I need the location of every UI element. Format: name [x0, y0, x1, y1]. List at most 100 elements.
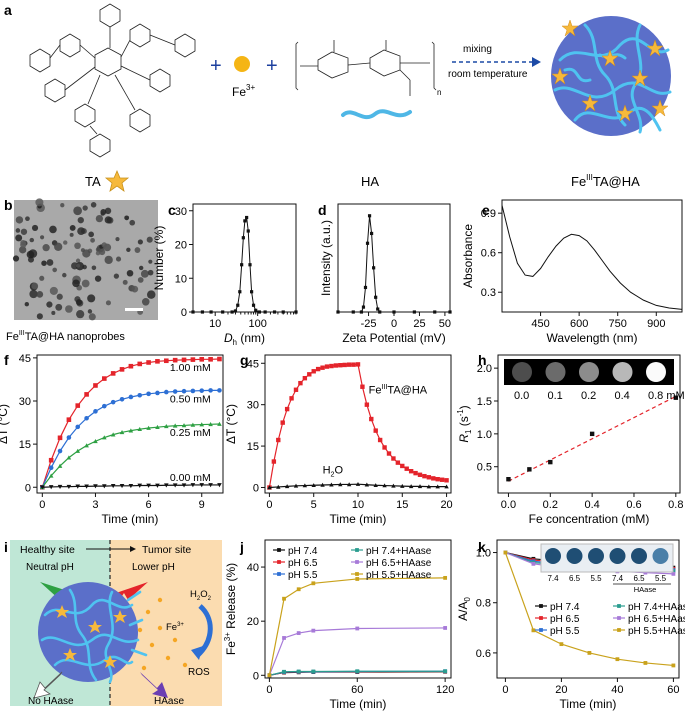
- tem-particle: [51, 310, 56, 315]
- data-point-f: [181, 357, 187, 363]
- x-tick-label-k: 40: [611, 684, 623, 696]
- nanoparticle-degrading-drawing: [38, 582, 148, 684]
- data-point-g: [271, 459, 277, 464]
- red-arrow-icon: [114, 582, 148, 608]
- y-tick-label-h: 0.5: [477, 462, 492, 474]
- x-tick-label-d: -25: [361, 318, 377, 330]
- x-tick-label-c: 10: [209, 318, 221, 330]
- tem-particle: [82, 205, 88, 211]
- data-point-g: [276, 437, 281, 443]
- data-point-g: [315, 366, 321, 372]
- data-point-f: [137, 483, 143, 488]
- ha-molecule-drawing: [295, 40, 437, 96]
- data-point-g: [426, 484, 432, 489]
- data-point-f: [199, 483, 205, 488]
- series-label-f: 1.00 mM: [170, 362, 211, 374]
- released-fe-dots: [137, 597, 188, 671]
- legend-label-k: pH 6.5+HAase: [628, 614, 685, 625]
- data-point-g: [284, 484, 290, 489]
- tem-particle: [134, 247, 141, 253]
- data-point-j: [296, 587, 301, 592]
- data-point-g: [351, 362, 356, 367]
- x-tick-label-g: 10: [352, 499, 364, 511]
- x-tick-label-e: 900: [647, 318, 665, 330]
- ha-chain-icon: [341, 109, 412, 120]
- tem-particle: [77, 217, 84, 224]
- data-point-g: [391, 456, 396, 461]
- data-point-g: [408, 468, 414, 474]
- data-point-g: [422, 473, 427, 479]
- panel-a: a TA + Fe 3+ +: [4, 2, 672, 192]
- tem-particle: [62, 272, 67, 278]
- vial-label: 6.5: [569, 574, 581, 583]
- data-point-f: [172, 357, 178, 363]
- vial-well: [588, 548, 604, 564]
- data-point-f: [190, 357, 196, 362]
- data-point-f: [48, 465, 54, 471]
- x-tick-label-j: 60: [351, 684, 363, 696]
- mri-phantom-label: 0.8 mM: [648, 390, 685, 402]
- data-point-g: [302, 375, 308, 381]
- data-point-d: [351, 310, 355, 314]
- tem-particle: [90, 237, 95, 243]
- data-point-d: [361, 305, 366, 309]
- data-point-c: [221, 310, 225, 314]
- data-point-f: [181, 483, 187, 488]
- haase-label: HAase: [154, 696, 184, 707]
- data-point-d: [367, 214, 372, 218]
- tem-particle: [26, 250, 35, 259]
- data-point-g: [377, 437, 383, 443]
- tem-particle: [87, 309, 93, 314]
- data-point-f: [75, 403, 81, 408]
- plot-frame-g: [264, 354, 452, 494]
- fit-line-h: [508, 395, 677, 482]
- haase-arrow-icon: [140, 672, 168, 698]
- data-point-g: [391, 483, 396, 488]
- data-point-f: [190, 483, 196, 488]
- tem-scale-bar: [125, 308, 143, 311]
- tem-particle: [35, 198, 44, 207]
- x-tick-label-j: 0: [266, 684, 272, 696]
- y-axis-label-d: Intensity (a.u.): [319, 220, 333, 296]
- x-axis-label-h: Fe concentration (mM): [529, 512, 650, 526]
- series-label-h2o: H2O: [323, 465, 344, 479]
- tem-particle: [15, 234, 23, 242]
- tem-particle: [55, 303, 63, 311]
- tem-particle: [72, 279, 80, 288]
- data-point-f: [102, 484, 107, 489]
- mri-phantom-well: [612, 362, 633, 382]
- tem-particle: [46, 301, 53, 308]
- ha-n-subscript: n: [437, 88, 441, 97]
- legend-marker-k: [539, 604, 543, 608]
- tem-particle: [81, 279, 90, 288]
- data-point-c: [251, 303, 256, 307]
- data-point-f: [119, 430, 125, 435]
- ta-label: TA: [85, 174, 101, 189]
- vial-photo: [540, 543, 674, 573]
- legend-label-j: pH 7.4+HAase: [366, 546, 432, 557]
- legend-marker-j: [355, 560, 359, 564]
- data-point-g: [382, 483, 387, 488]
- x-tick-label-h: 0.0: [501, 499, 516, 511]
- series-line-g: [268, 363, 447, 488]
- legend-marker-j: [355, 572, 359, 576]
- data-point-j: [282, 669, 286, 674]
- data-point-f: [199, 422, 205, 427]
- data-point-c: [191, 310, 195, 314]
- tem-particle: [115, 237, 120, 242]
- data-point-d: [370, 231, 374, 236]
- data-point-f: [146, 483, 151, 488]
- x-tick-label-h: 0.4: [584, 499, 599, 511]
- x-axis-label-g: Time (min): [330, 512, 387, 526]
- x-axis-label-e: Wavelength (nm): [547, 331, 638, 345]
- room-temperature-label: room temperature: [448, 69, 528, 80]
- ha-label: HA: [361, 174, 379, 189]
- y-axis-label-c: Number (%): [152, 226, 166, 291]
- tem-particle: [122, 279, 128, 285]
- data-point-g: [324, 364, 330, 369]
- tem-particle: [75, 258, 81, 263]
- data-point-j: [355, 577, 360, 581]
- data-point-g: [280, 420, 285, 425]
- plot-frame-j: [264, 539, 452, 679]
- tem-particle: [63, 240, 68, 245]
